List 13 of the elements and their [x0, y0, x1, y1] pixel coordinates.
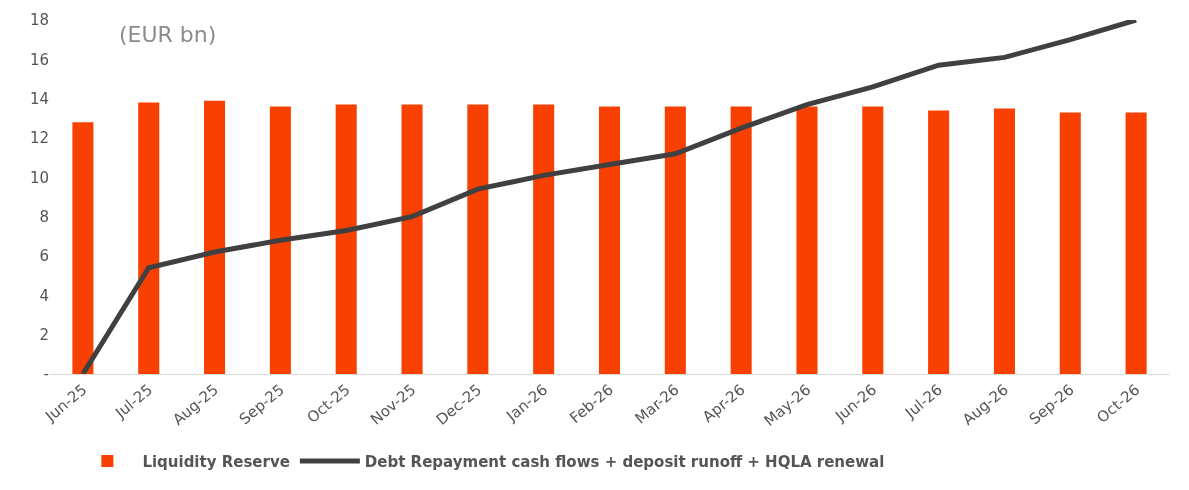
y-tick-label: 16 — [29, 50, 49, 69]
annotation: (EUR bn) — [119, 22, 217, 47]
y-tick-label: 8 — [39, 207, 49, 226]
y-tick-label: - — [43, 365, 49, 384]
legend-label: Liquidity Reserve — [142, 452, 290, 471]
y-tick-label: 6 — [39, 247, 49, 266]
y-tick-label: 4 — [39, 286, 49, 305]
y-tick-label: 18 — [29, 11, 49, 30]
y-tick-label: 2 — [39, 325, 49, 344]
legend-label: Debt Repayment cash flows + deposit runoff + HQLA renewal — [364, 452, 885, 471]
y-tick-label: 12 — [29, 129, 49, 148]
y-tick-label: 10 — [29, 168, 49, 187]
y-tick-label: 14 — [29, 89, 49, 108]
